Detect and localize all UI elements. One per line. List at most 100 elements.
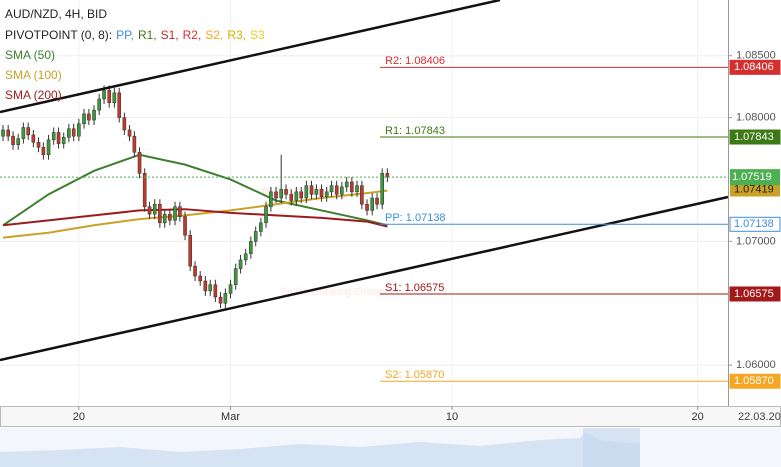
candle-body (132, 135, 137, 153)
candle-body (102, 90, 106, 100)
candle-body (329, 185, 334, 193)
price-tag (730, 182, 780, 197)
pivot-tag (729, 286, 781, 302)
candle-body (31, 134, 36, 143)
navigator-area (0, 432, 640, 467)
candle-body (284, 189, 288, 195)
candle-body (208, 284, 213, 292)
candle-body (61, 137, 66, 144)
candle-body (375, 197, 379, 205)
pivot-label: S2: 1.05870 (385, 369, 444, 381)
trend-line (0, 0, 501, 114)
candle-body (314, 189, 319, 195)
candle-body (56, 132, 61, 144)
pivot-legend: PIVOTPOINT (0, 8): PP, R1, S1, R2, S2, R3, S3 (5, 28, 265, 42)
pivot-tag-label: 1.06575 (734, 288, 774, 300)
pivot-tag (729, 216, 781, 232)
candle-body (173, 206, 177, 221)
x-tick-label: 10 (446, 411, 458, 423)
candle-body (122, 117, 127, 131)
candle-body (21, 127, 26, 139)
candle-body (26, 127, 31, 136)
candle-body (82, 113, 86, 125)
candle-body (97, 98, 101, 111)
candle-body (243, 253, 248, 261)
pivot-tag-label: 1.08406 (734, 61, 774, 73)
candle-body (269, 191, 273, 207)
candle-body (355, 185, 359, 193)
sma-line (2, 208, 388, 228)
navigator-window (583, 428, 640, 467)
candle-body (158, 203, 162, 224)
y-tick-label: 1.08000 (736, 111, 776, 123)
candle-body (152, 203, 157, 215)
pivot-legend-item: PP, (116, 28, 134, 42)
candle-body (117, 92, 122, 118)
date-label: 22.03.2021 (738, 411, 781, 423)
candle-body (279, 189, 283, 199)
candle-body (289, 194, 293, 201)
candle-body (228, 284, 233, 294)
candle-body (238, 259, 243, 269)
y-tick-label: 1.06000 (736, 359, 776, 371)
candle-body (71, 128, 76, 137)
candle-body (203, 280, 208, 292)
candle-body (162, 213, 167, 224)
candle-body (46, 139, 51, 155)
last-price-tag (730, 169, 780, 186)
price-tag-label: 1.07419 (734, 183, 774, 195)
candle-body (334, 185, 339, 195)
candle-body (370, 197, 374, 211)
candle-body (6, 129, 10, 137)
candle-body (36, 142, 41, 148)
legend-entry: SMA (200) (5, 88, 62, 102)
last-price-label: 1.07519 (732, 171, 772, 183)
candle-body (299, 191, 304, 199)
x-tick-label: 20 (692, 411, 704, 423)
candle-body (218, 296, 223, 304)
pivot-legend-label: PIVOTPOINT (0, 8): (5, 28, 112, 42)
candle-body (87, 113, 91, 121)
y-tick-label: 1.08500 (736, 50, 776, 62)
candle-body (142, 173, 147, 207)
pivot-label: S1: 1.06575 (385, 282, 444, 294)
plot-layer (0, 0, 728, 406)
candle-body (380, 173, 384, 205)
candle-body (360, 185, 364, 205)
candle-body (259, 222, 263, 232)
candle-body (112, 92, 117, 103)
x-axis-strip (0, 406, 781, 427)
legend-entry: SMA (50) (5, 48, 55, 62)
candle-body (137, 152, 142, 174)
pivot-legend-item: R3, (227, 28, 246, 42)
candle-body (107, 90, 111, 103)
candle-body (264, 206, 268, 224)
candle-body (324, 191, 329, 198)
candle-body (168, 213, 172, 221)
candle-body (249, 241, 253, 254)
candle-body (127, 129, 132, 137)
candle-body (193, 265, 197, 277)
candle-body (67, 128, 71, 138)
pivot-tag (729, 59, 781, 75)
candle-body (365, 203, 369, 211)
candle-body (350, 181, 354, 193)
pivot-tag (729, 373, 781, 389)
candle-body (344, 181, 349, 188)
candle-body (309, 185, 314, 195)
legend-entry: SMA (100) (5, 68, 62, 82)
candle-body (178, 206, 182, 217)
pivot-tag (729, 129, 781, 145)
pivot-legend-item: S1, (161, 28, 179, 42)
legend-title: AUD/NZD, 4H, BID (5, 7, 107, 21)
sma-line (2, 189, 388, 239)
candle-body (253, 231, 258, 242)
pivot-tag-label: 1.07138 (734, 218, 774, 230)
candle-body (304, 185, 309, 199)
candle-body (213, 284, 218, 298)
pivot-label: R2: 1.08406 (385, 55, 445, 67)
candle-body (77, 123, 81, 137)
candle-body (41, 147, 46, 155)
candle-body (51, 132, 56, 141)
